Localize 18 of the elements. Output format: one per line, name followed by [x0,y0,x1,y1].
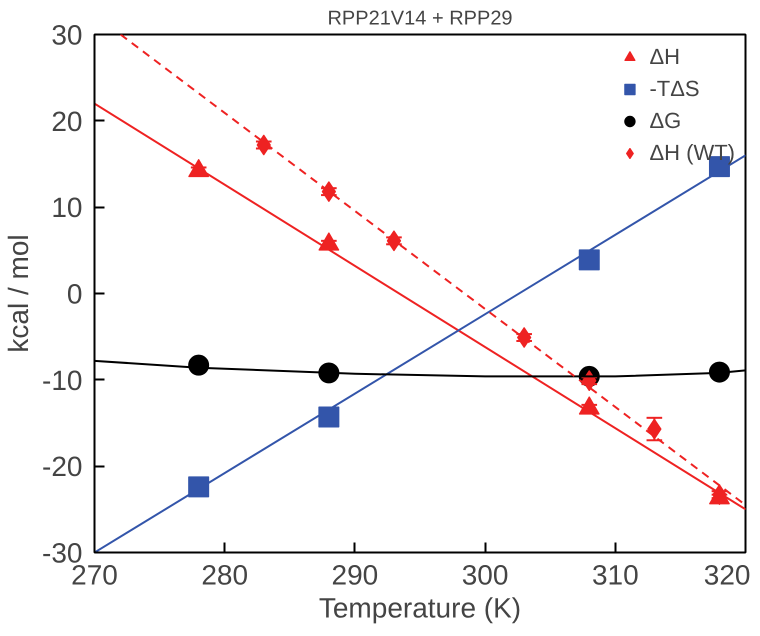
y-tick-label: -10 [42,364,82,396]
chart-title: RPP21V14 + RPP29 [327,8,513,30]
x-tick-label: 280 [201,560,248,590]
x-tick-label: 310 [592,560,639,590]
y-tick-label: 0 [66,278,83,310]
y-tick-label: 30 [51,20,83,50]
x-tick-label: 320 [704,560,750,590]
y-tick-label: 10 [51,192,83,224]
y-tick-label: 20 [51,106,83,137]
legend-label: ΔG [649,108,682,134]
x-axis-title: Temperature (K) [318,592,522,624]
legend-label: ΔH [649,44,680,70]
y-tick-label: -20 [42,451,82,482]
x-tick-label: 290 [332,560,378,590]
y-axis-title: kcal / mol [3,234,34,353]
x-tick-label: 300 [462,560,508,590]
legend-label: -TΔS [649,76,700,102]
legend-label: ΔH (WT) [649,140,735,166]
